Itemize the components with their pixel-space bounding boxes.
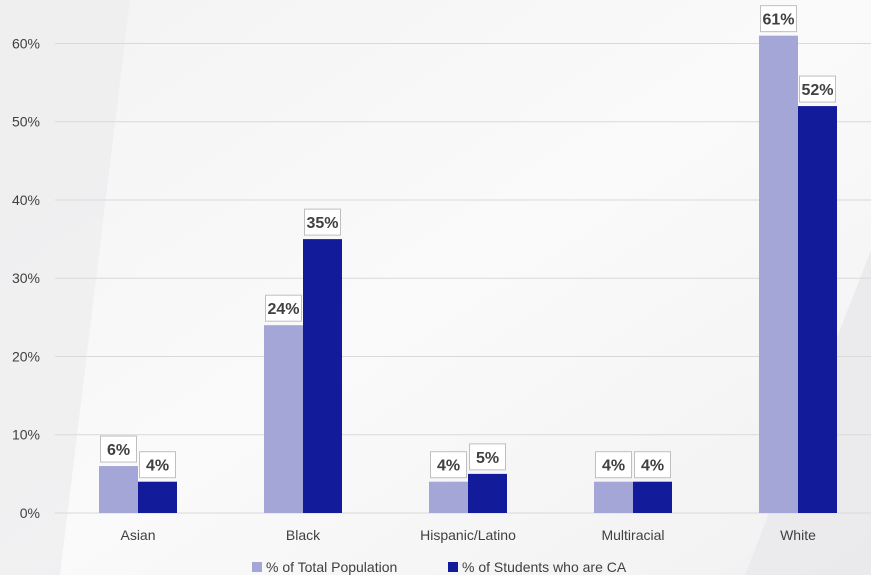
legend: % of Total Population % of Students who a…	[252, 559, 627, 575]
background-panel-left	[0, 0, 130, 575]
y-tick-label: 60%	[12, 35, 40, 51]
y-tick-label: 10%	[12, 427, 40, 443]
x-category-label: White	[780, 527, 816, 543]
data-label: 4%	[641, 458, 664, 475]
y-tick-label: 20%	[12, 348, 40, 364]
bar-total-population	[264, 325, 303, 513]
data-label: 4%	[437, 458, 460, 475]
data-label: 35%	[306, 215, 338, 232]
data-label-box	[595, 451, 632, 479]
data-label: 4%	[602, 458, 625, 475]
x-category-label: Black	[286, 527, 321, 543]
data-label-box	[760, 5, 797, 33]
data-label-box	[304, 208, 341, 236]
data-label: 61%	[762, 12, 794, 29]
data-label: 5%	[476, 450, 499, 467]
bar-students-ca	[798, 106, 837, 513]
data-label-box	[430, 451, 467, 479]
bar-total-population	[99, 466, 138, 513]
legend-swatch	[448, 562, 458, 572]
bar-students-ca	[468, 473, 507, 513]
bar-total-population	[429, 481, 468, 513]
y-tick-label: 50%	[12, 114, 40, 130]
data-label-box	[799, 75, 836, 103]
bar-total-population	[594, 481, 633, 513]
legend-label: % of Students who are CA	[462, 559, 627, 575]
legend-label: % of Total Population	[266, 559, 397, 575]
x-category-label: Hispanic/Latino	[420, 527, 516, 543]
data-label: 24%	[267, 301, 299, 318]
data-label-box	[100, 435, 137, 463]
x-category-label: Asian	[120, 527, 155, 543]
bar-students-ca	[138, 481, 177, 513]
y-tick-label: 30%	[12, 270, 40, 286]
bar-total-population	[759, 35, 798, 514]
x-category-label: Multiracial	[601, 527, 664, 543]
bar-students-ca	[633, 481, 672, 513]
data-label-box	[634, 451, 671, 479]
legend-swatch	[252, 562, 262, 572]
y-tick-label: 40%	[12, 192, 40, 208]
data-label: 6%	[107, 442, 130, 459]
data-label: 4%	[146, 458, 169, 475]
bars	[99, 35, 837, 514]
data-label-box	[469, 443, 506, 471]
y-tick-label: 0%	[20, 505, 40, 521]
y-axis-ticks: 0% 10% 20% 30% 40% 50% 60%	[12, 35, 40, 521]
data-label-box	[139, 451, 176, 479]
data-label-box	[265, 294, 302, 322]
category-labels: Asian Black Hispanic/Latino Multiracial Whit…	[120, 527, 816, 543]
bar-students-ca	[303, 239, 342, 513]
data-label: 52%	[801, 82, 833, 99]
data-labels: 6% 4% 24% 35% 4% 5% 4% 4% 61% 52%	[100, 5, 836, 479]
